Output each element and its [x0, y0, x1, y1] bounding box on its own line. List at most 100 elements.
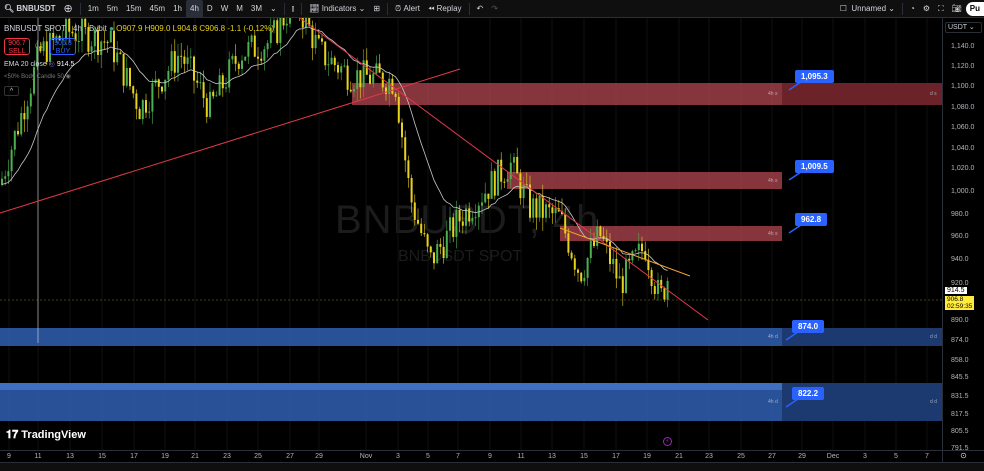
indicators-button[interactable]: 📈︎ Indicators ⌄ — [309, 4, 366, 13]
price-tick: 845.5 — [951, 374, 969, 381]
price-callout[interactable]: 962.8 — [795, 213, 828, 226]
chart-type-icon[interactable]: ⫾ — [291, 3, 295, 13]
candle-body — [583, 277, 586, 282]
replay-button[interactable]: ⏪︎ Replay — [427, 3, 462, 14]
time-tick: 19 — [643, 453, 651, 460]
price-callout[interactable]: 1,095.3 — [795, 70, 834, 83]
candle-body — [148, 111, 151, 113]
candle-body — [129, 68, 131, 87]
axis-settings-icon[interactable]: ⊙ — [942, 450, 984, 462]
ema-price-badge: 914.5 — [945, 287, 967, 294]
candle-body — [97, 29, 99, 55]
indicators-icon: 📈︎ — [309, 4, 320, 13]
candle-body — [189, 56, 192, 58]
candle-body — [349, 89, 352, 92]
checkbox-icon: ☐ — [839, 4, 847, 13]
ema-legend[interactable]: EMA 20 close ◎ 914.5 — [4, 61, 75, 68]
interval-4h[interactable]: 4h — [186, 0, 203, 18]
candle-body — [615, 258, 618, 279]
candle-body — [87, 27, 90, 52]
interval-1h[interactable]: 1h — [173, 4, 182, 13]
candle-body — [497, 159, 499, 196]
time-tick: 21 — [191, 453, 199, 460]
alert-button[interactable]: ⏰︎ Alert — [395, 3, 420, 14]
add-symbol-button[interactable]: ⊕ — [63, 3, 73, 15]
collapse-legend-button[interactable]: ^ — [4, 86, 19, 96]
ema-line — [1, 26, 668, 271]
interval-W[interactable]: W — [220, 4, 229, 13]
indicator-legend[interactable]: <50% Body Candle 50 ◉ — [4, 74, 71, 80]
price-tick: 920.0 — [951, 280, 969, 287]
time-tick: 19 — [161, 453, 169, 460]
candle-body — [637, 243, 640, 251]
candle-body — [186, 57, 189, 64]
price-tick: 805.5 — [951, 428, 969, 435]
price-axis[interactable]: USDT ⌄ 1,140.0 1,120.0 1,100.0 1,080.0 1,060… — [942, 18, 984, 452]
candle-body — [90, 46, 93, 52]
interval-M[interactable]: M — [236, 4, 243, 13]
candle-body — [359, 70, 362, 88]
camera-icon[interactable]: 📷︎ — [951, 4, 962, 13]
interval-5m[interactable]: 5m — [106, 4, 118, 13]
candle-body — [343, 65, 346, 67]
interval-45m[interactable]: 45m — [149, 4, 166, 13]
interval-1m[interactable]: 1m — [87, 4, 99, 13]
candle-body — [247, 41, 250, 57]
price-tick: 791.5 — [951, 445, 969, 452]
candle-body — [170, 51, 173, 71]
candle-body — [10, 149, 13, 172]
price-callout[interactable]: 822.2 — [792, 387, 825, 400]
publish-button[interactable]: Pu — [965, 1, 984, 16]
buy-button[interactable]: 906.8 BUY — [50, 38, 76, 55]
price-callout[interactable]: 874.0 — [792, 320, 825, 333]
candle-body — [474, 217, 477, 219]
candle-body — [541, 195, 544, 218]
candle-body — [577, 269, 579, 273]
candle-body — [449, 217, 451, 231]
redo-icon[interactable]: ↷ — [491, 4, 498, 13]
candle-body — [641, 243, 643, 252]
interval-dropdown-icon[interactable]: ⌄ — [270, 4, 277, 13]
undo-icon[interactable]: ↶ — [476, 4, 484, 13]
price-callout[interactable]: 1,009.5 — [795, 160, 834, 173]
layout-button[interactable]: ☐ Unnamed ⌄ — [839, 4, 895, 13]
candle-body — [631, 251, 634, 261]
interval-D[interactable]: D — [206, 4, 213, 13]
templates-icon[interactable]: ⊞ — [373, 4, 381, 13]
candle-body — [660, 279, 663, 289]
time-tick: 3 — [863, 453, 867, 460]
interval-3M[interactable]: 3M — [250, 4, 263, 13]
candle-body — [26, 106, 29, 120]
event-icon[interactable]: ⚡︎ — [663, 437, 672, 446]
candle-body — [468, 208, 471, 222]
candle-body — [602, 236, 605, 239]
candle-body — [311, 25, 314, 49]
candle-body — [596, 226, 599, 247]
candle-body — [580, 272, 583, 282]
candle-body — [535, 198, 538, 218]
symbol-search[interactable]: 🔍︎ BNBUSDT — [4, 4, 56, 13]
interval-15m[interactable]: 15m — [125, 4, 142, 13]
candle-body — [225, 87, 227, 89]
trendline-resistance — [299, 18, 709, 321]
time-axis[interactable]: 9 11 13 15 17 19 21 23 25 27 29 Nov 3 5 7 9 11 13 15 17 19 21… — [0, 450, 942, 462]
time-tick: 9 — [488, 453, 492, 460]
candle-body — [93, 29, 96, 47]
legend-ohlc: O907.9 H909.0 L904.8 C906.8 -1.1 (-0.12%… — [116, 24, 275, 33]
time-tick: Nov — [359, 453, 373, 460]
candle-body — [7, 171, 10, 177]
currency-dropdown[interactable]: USDT ⌄ — [945, 22, 982, 33]
candle-body — [125, 68, 128, 86]
fullscreen-icon[interactable]: ⛶ — [938, 3, 944, 13]
settings-icon[interactable]: ⚙︎ — [922, 4, 930, 13]
candle-body — [452, 217, 455, 237]
candle-body — [653, 286, 656, 294]
sell-button[interactable]: 906.7 SELL — [4, 38, 30, 55]
chart-canvas[interactable] — [0, 18, 942, 450]
candle-body — [253, 35, 256, 57]
candle-body — [71, 31, 74, 34]
candle-body — [161, 86, 163, 92]
candle-body — [394, 93, 397, 97]
quick-search-icon[interactable]: ◔ — [909, 4, 915, 13]
